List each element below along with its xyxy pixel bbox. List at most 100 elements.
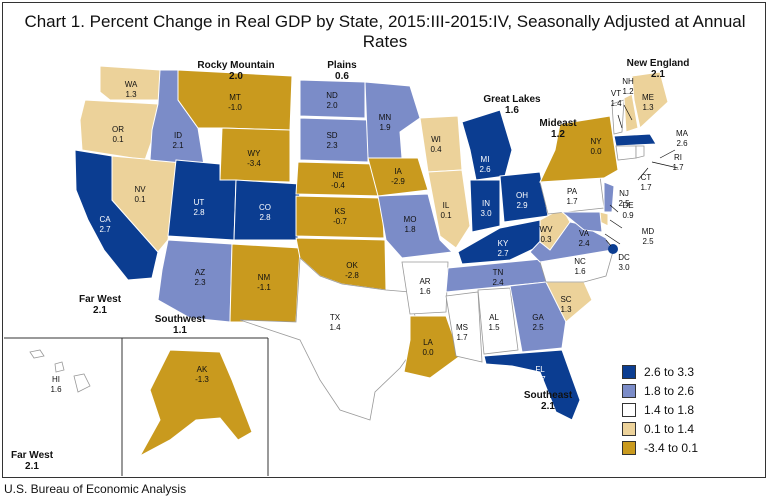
state-abbr-va: VA xyxy=(579,229,590,238)
state-value-ky: 2.7 xyxy=(497,249,509,258)
state-value-mi: 2.6 xyxy=(479,165,491,174)
state-value-me: 1.3 xyxy=(642,103,654,112)
legend-label: -3.4 to 0.1 xyxy=(644,440,699,455)
state-ms xyxy=(445,291,483,363)
source-note: U.S. Bureau of Economic Analysis xyxy=(4,482,187,496)
state-abbr-nc: NC xyxy=(574,257,586,266)
state-sd xyxy=(299,117,369,163)
state-me xyxy=(631,71,669,129)
state-abbr-al: AL xyxy=(489,313,499,322)
state-abbr-wy: WY xyxy=(248,149,262,158)
state-value-wy: -3.4 xyxy=(247,159,261,168)
legend-item: 2.6 to 3.3 xyxy=(622,362,698,381)
state-abbr-mi: MI xyxy=(481,155,490,164)
state-value-ia: -2.9 xyxy=(391,177,405,186)
state-value-mo: 1.8 xyxy=(404,225,416,234)
state-abbr-ia: IA xyxy=(394,167,402,176)
state-abbr-tx: TX xyxy=(330,313,341,322)
state-value-nc: 1.6 xyxy=(574,267,586,276)
state-abbr-ga: GA xyxy=(532,313,544,322)
legend: 2.6 to 3.3 1.8 to 2.6 1.4 to 1.8 0.1 to … xyxy=(622,362,698,457)
legend-label: 1.8 to 2.6 xyxy=(644,383,695,398)
state-value-nm: -1.1 xyxy=(257,283,271,292)
state-abbr-de: DE xyxy=(622,201,633,210)
state-abbr-ky: KY xyxy=(498,239,509,248)
state-ar xyxy=(401,261,449,315)
state-value-nd: 2.0 xyxy=(326,101,338,110)
state-abbr-hi: HI xyxy=(52,375,60,384)
state-nj xyxy=(603,181,615,213)
region-value-rocky-mountain: 2.0 xyxy=(229,71,243,82)
region-name-rocky-mountain: Rocky Mountain xyxy=(197,60,274,71)
state-in xyxy=(469,179,501,233)
state-abbr-az: AZ xyxy=(195,268,205,277)
state-abbr-nm: NM xyxy=(258,273,271,282)
legend-swatch xyxy=(622,364,636,379)
region-name-great-lakes: Great Lakes xyxy=(483,94,541,105)
state-ri xyxy=(635,145,645,159)
state-value-oh: 2.9 xyxy=(516,201,528,210)
legend-item: 1.4 to 1.8 xyxy=(622,400,698,419)
state-value-or: 0.1 xyxy=(112,135,124,144)
state-nd xyxy=(299,79,366,119)
state-value-ny: 0.0 xyxy=(590,147,602,156)
state-md xyxy=(560,211,603,233)
state-value-nv: 0.1 xyxy=(134,195,146,204)
legend-swatch xyxy=(622,440,636,455)
state-abbr-ma: MA xyxy=(676,129,689,138)
state-abbr-id: ID xyxy=(174,131,182,140)
state-abbr-mt: MT xyxy=(229,93,241,102)
state-value-tx: 1.4 xyxy=(329,323,341,332)
state-abbr-oh: OH xyxy=(516,191,528,200)
state-value-wa: 1.3 xyxy=(125,90,137,99)
state-value-de: 0.9 xyxy=(622,211,634,220)
legend-label: 2.6 to 3.3 xyxy=(644,364,695,379)
state-abbr-nv: NV xyxy=(134,185,146,194)
state-abbr-pa: PA xyxy=(567,187,578,196)
state-wi xyxy=(419,115,463,173)
state-ny xyxy=(539,115,619,183)
state-value-il: 0.1 xyxy=(440,211,452,220)
state-value-vt: 1.4 xyxy=(610,99,622,108)
state-il xyxy=(427,169,471,249)
state-wa xyxy=(99,65,161,101)
state-value-la: 0.0 xyxy=(422,348,434,357)
region-value-plains: 0.6 xyxy=(335,71,349,82)
legend-item: -3.4 to 0.1 xyxy=(622,438,698,457)
state-abbr-nd: ND xyxy=(326,91,338,100)
state-abbr-co: CO xyxy=(259,203,271,212)
state-value-ri: 1.7 xyxy=(672,163,684,172)
state-abbr-nj: NJ xyxy=(619,189,629,198)
region-name-far-west-inset: Far West xyxy=(11,450,54,461)
legend-label: 1.4 to 1.8 xyxy=(644,402,695,417)
state-value-al: 1.5 xyxy=(488,323,500,332)
state-value-ar: 1.6 xyxy=(419,287,431,296)
state-mn xyxy=(364,81,421,159)
state-abbr-ar: AR xyxy=(419,277,430,286)
state-value-wi: 0.4 xyxy=(430,145,442,154)
region-value-far-west: 2.1 xyxy=(93,305,107,316)
state-ak xyxy=(138,349,253,458)
region-name-southwest: Southwest xyxy=(155,314,206,325)
state-value-ak: -1.3 xyxy=(195,375,209,384)
state-value-ne: -0.4 xyxy=(331,181,345,190)
dc-marker xyxy=(608,244,618,254)
state-ks xyxy=(295,195,385,239)
state-abbr-wv: WV xyxy=(540,225,554,234)
state-mo xyxy=(377,193,454,259)
legend-item: 1.8 to 2.6 xyxy=(622,381,698,400)
state-value-md: 2.5 xyxy=(642,237,654,246)
region-name-far-west: Far West xyxy=(79,294,122,305)
region-value-southwest: 1.1 xyxy=(173,325,187,336)
state-abbr-sd: SD xyxy=(326,131,337,140)
state-abbr-nh: NH xyxy=(622,77,634,86)
state-abbr-wa: WA xyxy=(125,80,138,89)
state-wy xyxy=(219,127,291,183)
state-value-va: 2.4 xyxy=(578,239,590,248)
region-name-southeast: Southeast xyxy=(524,390,573,401)
state-value-ga: 2.5 xyxy=(532,323,544,332)
state-value-wv: 0.3 xyxy=(540,235,552,244)
state-value-ks: -0.7 xyxy=(333,217,347,226)
state-value-sc: 1.3 xyxy=(560,305,572,314)
